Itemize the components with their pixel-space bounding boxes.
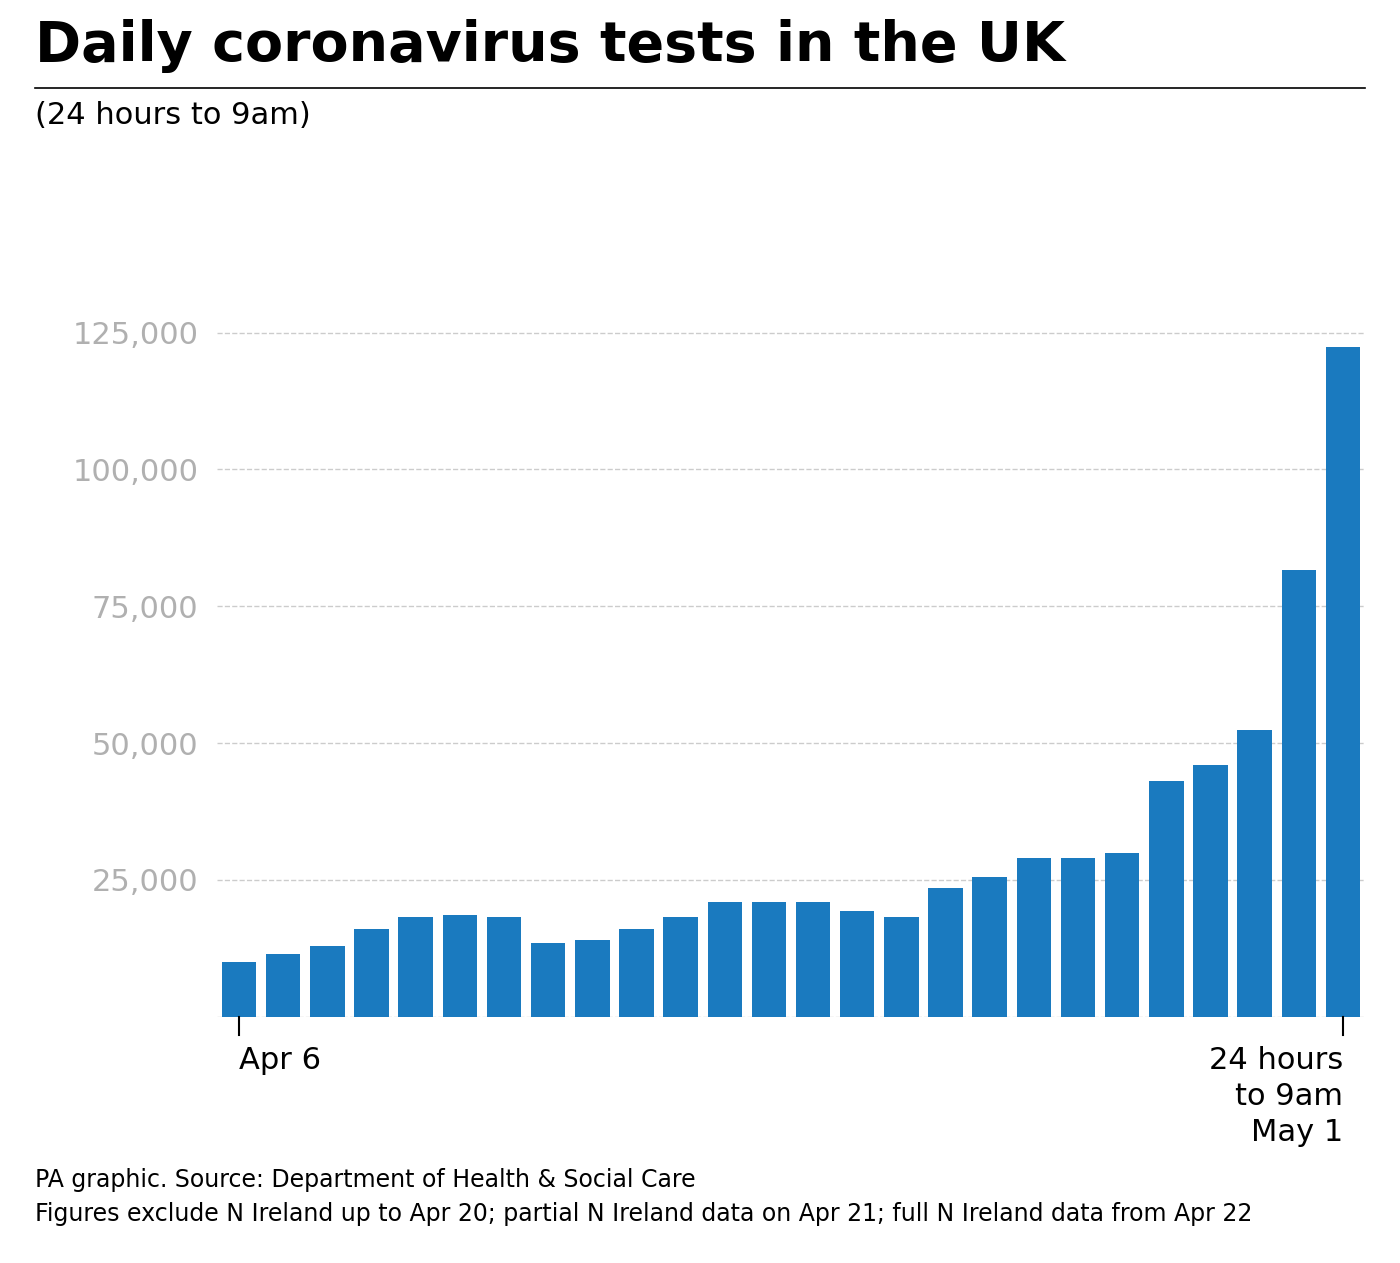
Bar: [928, 888, 963, 1017]
Text: Daily coronavirus tests in the UK: Daily coronavirus tests in the UK: [35, 19, 1065, 73]
Bar: [795, 902, 830, 1017]
Bar: [531, 943, 566, 1017]
Text: Apr 6: Apr 6: [239, 1046, 321, 1075]
Bar: [707, 902, 742, 1017]
Bar: [752, 902, 787, 1017]
Bar: [354, 930, 389, 1017]
Bar: [399, 917, 433, 1017]
Bar: [973, 877, 1007, 1017]
Bar: [311, 946, 344, 1017]
Bar: [1149, 782, 1183, 1017]
Text: (24 hours to 9am): (24 hours to 9am): [35, 101, 311, 130]
Bar: [1061, 858, 1095, 1017]
Bar: [575, 940, 609, 1017]
Bar: [442, 914, 477, 1017]
Bar: [1016, 858, 1051, 1017]
Bar: [1193, 765, 1228, 1017]
Bar: [1105, 853, 1140, 1017]
Bar: [1238, 730, 1271, 1017]
Bar: [1326, 347, 1361, 1017]
Text: PA graphic. Source: Department of Health & Social Care
Figures exclude N Ireland: PA graphic. Source: Department of Health…: [35, 1168, 1253, 1226]
Bar: [840, 911, 875, 1017]
Bar: [664, 917, 697, 1017]
Bar: [619, 930, 654, 1017]
Bar: [885, 917, 918, 1017]
Text: 24 hours
to 9am
May 1: 24 hours to 9am May 1: [1208, 1046, 1343, 1147]
Bar: [487, 917, 521, 1017]
Bar: [221, 962, 256, 1017]
Bar: [1281, 570, 1316, 1017]
Bar: [266, 954, 301, 1017]
